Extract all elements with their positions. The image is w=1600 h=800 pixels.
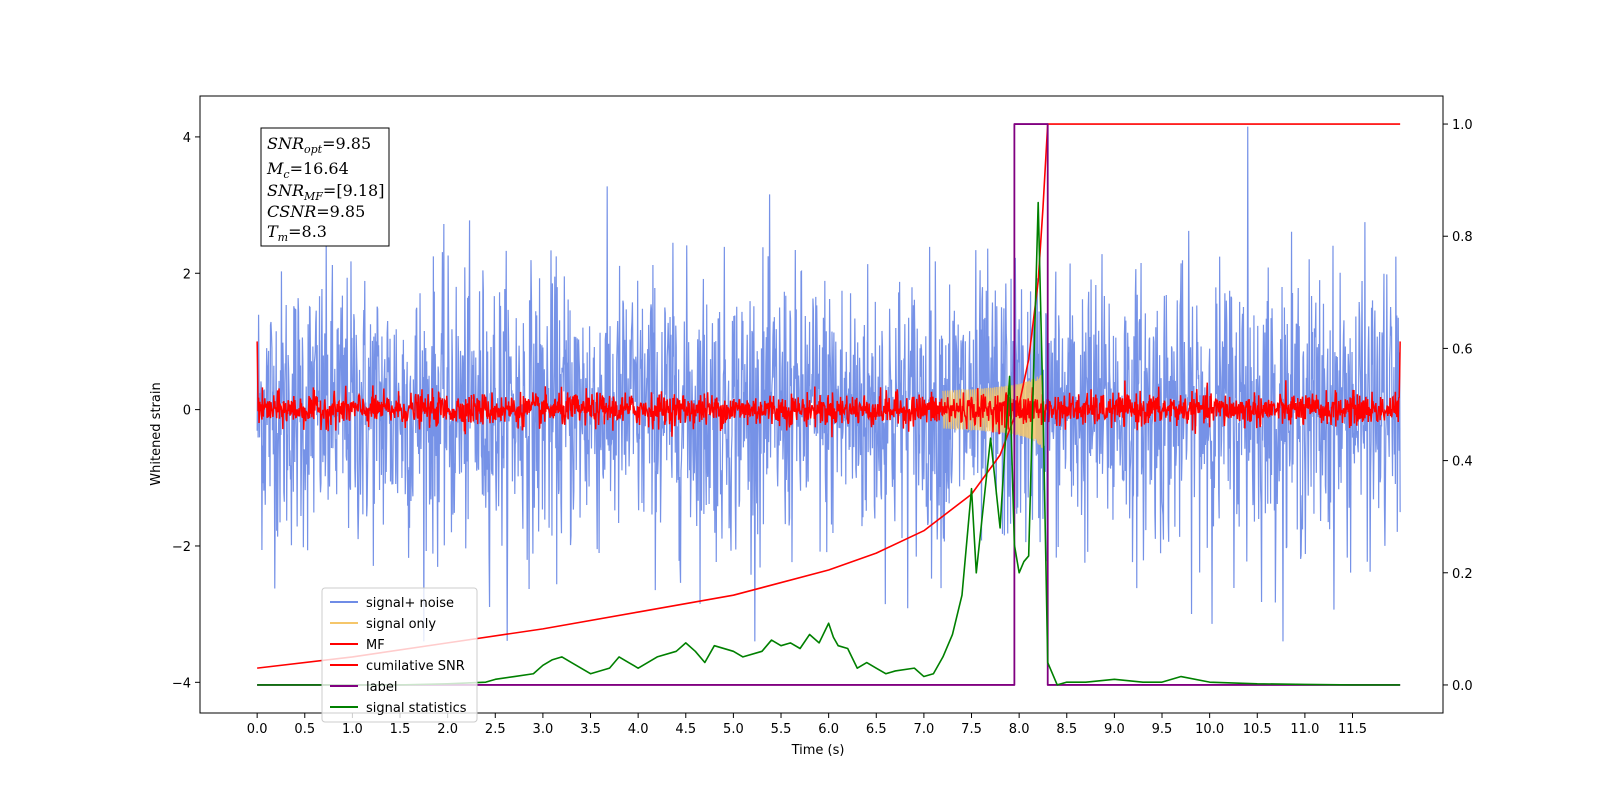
x-tick-label: 7.5 xyxy=(961,722,982,737)
x-tick-label: 3.5 xyxy=(580,722,601,737)
y-left-tick-label: 0 xyxy=(183,404,191,419)
legend-label: signal only xyxy=(366,617,436,632)
x-tick-label: 0.0 xyxy=(247,722,268,737)
y-right-tick-label: 1.0 xyxy=(1452,118,1473,133)
annotation-snr-opt: SNRopt=9.85 xyxy=(267,134,371,156)
x-tick-label: 6.5 xyxy=(866,722,887,737)
x-tick-label: 3.0 xyxy=(533,722,554,737)
x-tick-label: 2.0 xyxy=(437,722,458,737)
legend-label: cumilative SNR xyxy=(366,659,465,674)
x-tick-label: 4.0 xyxy=(628,722,649,737)
legend-entry: cumilative SNR xyxy=(330,659,465,674)
legend-entry: signal only xyxy=(330,617,436,632)
x-tick-label: 10.0 xyxy=(1195,722,1224,737)
x-tick-label: 9.0 xyxy=(1104,722,1125,737)
x-axis-label: Time (s) xyxy=(791,743,845,758)
x-tick-label: 11.5 xyxy=(1338,722,1367,737)
annotation-mc: Mc=16.64 xyxy=(266,159,349,181)
y-right-tick-label: 0.4 xyxy=(1452,455,1473,470)
annotation-snr-mf: SNRMF=[9.18] xyxy=(267,181,384,203)
legend-label: label xyxy=(366,680,397,695)
y-axis-left-label: Whitened strain xyxy=(149,382,164,485)
x-tick-label: 1.0 xyxy=(342,722,363,737)
x-tick-label: 6.0 xyxy=(818,722,839,737)
legend: signal+ noise signal only MF cumilative SNR… xyxy=(321,587,478,723)
series-signal-only xyxy=(942,375,1049,448)
legend-label: signal statistics xyxy=(366,701,467,716)
x-tick-label: 1.5 xyxy=(390,722,411,737)
x-tick-label: 10.5 xyxy=(1243,722,1272,737)
x-tick-label: 8.0 xyxy=(1009,722,1030,737)
x-tick-label: 4.5 xyxy=(675,722,696,737)
series-signal-plus-noise xyxy=(256,126,1401,642)
annotation-box: SNRopt=9.85 Mc=16.64 SNRMF=[9.18] CSNR=9… xyxy=(260,127,390,247)
series-signal-statistics xyxy=(257,201,1401,686)
series-layer xyxy=(256,123,1401,686)
x-tick-label: 8.5 xyxy=(1056,722,1077,737)
y-left-tick-label: −2 xyxy=(172,540,191,555)
legend-label: MF xyxy=(366,638,385,653)
annotation-tm: Tm=8.3 xyxy=(267,222,327,244)
legend-entry: signal+ noise xyxy=(330,596,454,611)
series-label xyxy=(257,123,1401,686)
x-tick-label: 7.0 xyxy=(914,722,935,737)
legend-entry: MF xyxy=(330,638,385,653)
y-right-tick-label: 0.2 xyxy=(1452,567,1473,582)
legend-label: signal+ noise xyxy=(366,596,454,611)
x-tick-label: 0.5 xyxy=(294,722,315,737)
y-left-tick-label: 2 xyxy=(183,267,191,282)
series-mf xyxy=(256,341,1401,438)
annotation-csnr: CSNR=9.85 xyxy=(267,202,365,221)
y-axis-left: 4 2 0 −2 −4 xyxy=(172,131,200,691)
series-cumulative-snr xyxy=(257,123,1401,669)
x-tick-label: 9.5 xyxy=(1152,722,1173,737)
y-left-tick-label: −4 xyxy=(172,676,191,691)
y-right-tick-label: 0.0 xyxy=(1452,679,1473,694)
x-tick-label: 5.0 xyxy=(723,722,744,737)
x-tick-label: 5.5 xyxy=(771,722,792,737)
y-left-tick-label: 4 xyxy=(183,131,191,146)
legend-box xyxy=(321,587,478,723)
plot-area-frame xyxy=(199,95,1444,714)
y-axis-right: 1.0 0.8 0.6 0.4 0.2 0.0 xyxy=(1443,118,1473,694)
y-right-tick-label: 0.6 xyxy=(1452,342,1473,357)
legend-entry: label xyxy=(330,680,397,695)
x-tick-label: 2.5 xyxy=(485,722,506,737)
legend-entry: signal statistics xyxy=(330,701,467,716)
x-axis: 0.0 0.5 1.0 1.5 2.0 2.5 3.0 3.5 4.0 4.5 5.0 5.5 6.0 6… xyxy=(247,713,1367,737)
x-tick-label: 11.0 xyxy=(1290,722,1319,737)
y-right-tick-label: 0.8 xyxy=(1452,230,1473,245)
